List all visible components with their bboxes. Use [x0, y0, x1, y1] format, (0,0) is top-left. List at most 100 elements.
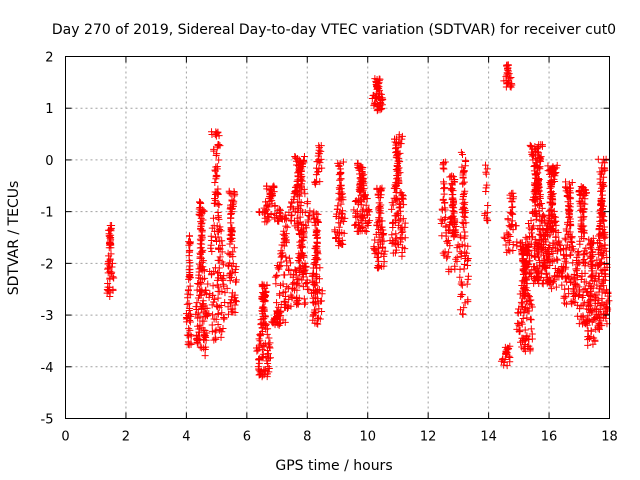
data-point	[200, 266, 208, 274]
data-point	[464, 296, 472, 304]
data-point	[554, 256, 562, 264]
data-point	[218, 241, 226, 249]
data-point	[440, 159, 448, 167]
data-point	[540, 241, 548, 249]
data-point	[393, 162, 401, 170]
data-point	[212, 171, 220, 179]
data-point	[216, 237, 224, 245]
data-point	[451, 226, 459, 234]
data-point	[584, 336, 592, 344]
data-point	[226, 235, 234, 243]
data-point	[356, 181, 364, 189]
data-point	[544, 162, 552, 170]
data-point	[522, 233, 530, 241]
data-point	[194, 322, 202, 330]
data-point	[214, 294, 222, 302]
data-point	[224, 249, 232, 257]
y-axis-label: SDTVAR / TECUs	[6, 181, 22, 296]
data-point	[106, 255, 114, 263]
data-point	[289, 284, 297, 292]
data-point	[580, 192, 588, 200]
data-point	[525, 224, 533, 232]
data-point	[519, 256, 527, 264]
data-point	[212, 233, 220, 241]
data-point	[298, 236, 306, 244]
data-point	[456, 306, 464, 314]
data-point	[600, 234, 608, 242]
data-point	[265, 365, 273, 373]
data-point	[253, 347, 261, 355]
data-point	[293, 301, 301, 309]
data-point	[450, 215, 458, 223]
data-point	[441, 184, 449, 192]
data-point	[105, 230, 113, 238]
data-point	[287, 259, 295, 267]
data-point	[293, 198, 301, 206]
data-point	[588, 290, 596, 298]
data-point	[461, 252, 469, 260]
data-point	[294, 299, 302, 307]
data-point	[192, 310, 200, 318]
data-point	[503, 362, 511, 370]
data-point	[601, 241, 609, 249]
data-point	[337, 175, 345, 183]
data-point	[215, 132, 223, 140]
data-point	[534, 243, 542, 251]
data-point	[219, 260, 227, 268]
data-point	[581, 269, 589, 277]
data-point	[211, 167, 219, 175]
data-point	[483, 165, 491, 173]
data-point	[298, 240, 306, 248]
data-point	[573, 281, 581, 289]
data-point	[312, 274, 320, 282]
data-point	[452, 223, 460, 231]
data-point	[275, 310, 283, 318]
data-point	[354, 227, 362, 235]
data-point	[213, 302, 221, 310]
data-point	[196, 198, 204, 206]
data-point	[201, 331, 209, 339]
data-point	[193, 299, 201, 307]
data-point	[363, 195, 371, 203]
data-point	[533, 159, 541, 167]
data-point	[273, 299, 281, 307]
data-point	[221, 289, 229, 297]
plot-frame	[65, 56, 610, 419]
data-point	[551, 264, 559, 272]
data-point	[573, 261, 581, 269]
data-point	[456, 265, 464, 273]
data-point	[598, 288, 606, 296]
data-point	[293, 214, 301, 222]
data-point	[484, 202, 492, 210]
data-point	[602, 314, 610, 322]
data-point	[263, 281, 271, 289]
data-point	[370, 91, 378, 99]
data-point	[285, 267, 293, 275]
data-point	[294, 300, 302, 308]
data-point	[562, 236, 570, 244]
data-point	[298, 163, 306, 171]
data-point	[500, 233, 508, 241]
data-point	[599, 209, 607, 217]
data-point	[109, 273, 117, 281]
data-point	[440, 180, 448, 188]
data-point	[595, 313, 603, 321]
data-point	[296, 192, 304, 200]
data-point	[464, 275, 472, 283]
data-point	[186, 318, 194, 326]
data-point	[280, 242, 288, 250]
data-point	[195, 280, 203, 288]
data-point	[230, 244, 238, 252]
data-point	[461, 206, 469, 214]
data-point	[229, 253, 237, 261]
data-point	[506, 191, 514, 199]
data-point	[277, 258, 285, 266]
data-point	[388, 231, 396, 239]
data-point	[530, 246, 538, 254]
data-point	[304, 218, 312, 226]
data-point	[283, 223, 291, 231]
data-point	[520, 309, 528, 317]
data-point	[395, 177, 403, 185]
data-point	[291, 189, 299, 197]
data-point	[504, 215, 512, 223]
